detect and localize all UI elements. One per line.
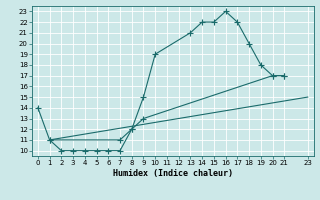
X-axis label: Humidex (Indice chaleur): Humidex (Indice chaleur) — [113, 169, 233, 178]
